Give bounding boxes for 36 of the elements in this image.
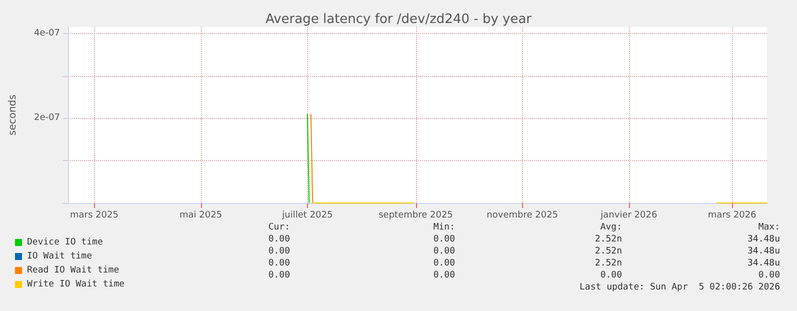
text: Cur: <box>268 222 290 232</box>
text: Last update: Sun Apr 5 02:00:26 2026 <box>580 282 780 292</box>
legend-label: Write IO Wait time <box>27 280 125 290</box>
text: 0.00 <box>758 270 780 280</box>
text: Max: <box>758 222 780 232</box>
x-tick-label: juillet 2025 <box>281 210 333 220</box>
x-tick-label: janvier 2026 <box>600 210 658 220</box>
text: 34.48u <box>747 234 780 244</box>
text: 2.52n <box>594 246 622 256</box>
x-tick-label: septembre 2025 <box>378 210 453 220</box>
text: 0.00 <box>433 258 455 268</box>
text: 34.48u <box>747 258 780 268</box>
chart-title: Average latency for /dev/zd240 - by year <box>265 12 532 27</box>
legend-label: Device IO time <box>27 238 103 248</box>
text: 0.00 <box>600 270 622 280</box>
x-tick-label: mars 2026 <box>708 210 757 220</box>
text: Avg: <box>600 222 622 232</box>
legend-label: Read IO Wait time <box>27 266 120 276</box>
y-tick-label: 4e-07 <box>34 28 60 38</box>
text: 2.52n <box>594 258 622 268</box>
text: 0.00 <box>433 246 455 256</box>
text: 34.48u <box>747 246 780 256</box>
y-axis-title: seconds <box>8 94 18 136</box>
legend-label: IO Wait time <box>27 252 92 262</box>
text: 0.00 <box>433 270 455 280</box>
text: 0.00 <box>433 234 455 244</box>
text: 0.00 <box>268 270 290 280</box>
text: 2.52n <box>594 234 622 244</box>
x-tick-label: novembre 2025 <box>486 210 558 220</box>
x-tick-label: mai 2025 <box>180 210 222 220</box>
x-tick-label: mars 2025 <box>70 210 118 220</box>
text: 0.00 <box>268 246 290 256</box>
text: 0.00 <box>268 234 290 244</box>
text: 0.00 <box>268 258 290 268</box>
y-tick-label: 2e-07 <box>34 113 60 124</box>
text: Min: <box>433 222 455 232</box>
